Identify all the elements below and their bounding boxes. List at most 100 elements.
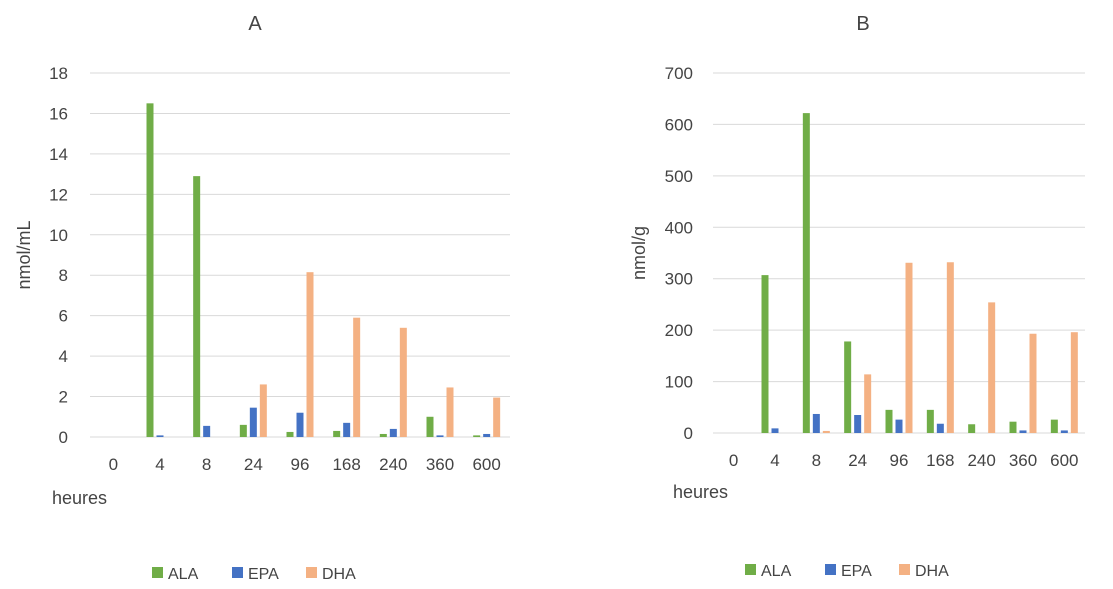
y-tick-label: 6 (59, 307, 68, 326)
legend-label-dha: DHA (322, 566, 356, 583)
x-tick-label: 0 (729, 451, 738, 470)
bar-ala-24 (239, 424, 247, 437)
x-tick-label: 600 (1050, 451, 1078, 470)
x-tick-label: 96 (890, 451, 909, 470)
legend-label-epa: EPA (248, 566, 279, 583)
legend-label-epa: EPA (841, 563, 872, 580)
x-tick-label: 360 (426, 455, 454, 474)
bar-dha-360 (446, 387, 454, 437)
x-tick-label: 240 (967, 451, 995, 470)
bar-epa-8 (203, 425, 211, 437)
x-tick-label: 0 (109, 455, 118, 474)
y-tick-label: 600 (665, 115, 693, 134)
bar-ala-4 (761, 275, 769, 433)
y-tick-label: 200 (665, 321, 693, 340)
y-tick-label: 0 (684, 424, 693, 443)
legend-swatch-ala (152, 567, 163, 578)
bar-epa-4 (771, 428, 779, 433)
bar-ala-600 (1050, 419, 1058, 433)
bar-ala-360 (1009, 421, 1017, 433)
bar-epa-168 (936, 423, 944, 433)
bar-epa-240 (389, 428, 397, 437)
bar-dha-360 (1029, 333, 1037, 433)
bar-dha-600 (1070, 332, 1078, 433)
bar-ala-168 (926, 409, 934, 433)
bar-dha-24 (864, 374, 872, 433)
bar-ala-96 (885, 409, 893, 433)
y-tick-label: 400 (665, 218, 693, 237)
bar-ala-240 (968, 424, 976, 433)
y-tick-label: 100 (665, 373, 693, 392)
bar-dha-240 (399, 327, 407, 437)
bar-epa-8 (812, 413, 820, 433)
bar-epa-96 (296, 412, 304, 437)
x-tick-label: 24 (244, 455, 263, 474)
legend-swatch-epa (825, 564, 836, 575)
legend-swatch-dha (899, 564, 910, 575)
x-tick-label: 168 (332, 455, 360, 474)
bar-epa-4 (156, 435, 164, 437)
bar-dha-96 (306, 272, 314, 437)
bar-epa-600 (1060, 430, 1068, 433)
bar-ala-96 (286, 431, 294, 437)
x-axis-label: heures (673, 482, 728, 502)
x-tick-label: 24 (848, 451, 867, 470)
bar-ala-24 (844, 341, 852, 433)
y-axis-label: nmol/mL (14, 220, 34, 289)
x-tick-label: 168 (926, 451, 954, 470)
chart-B: B 0 100 200 300 400 500 600 700 nmol/g 0 4 8 24 96 168 2… (629, 13, 1085, 580)
y-tick-label: 4 (59, 347, 68, 366)
y-tick-label: 0 (59, 428, 68, 447)
bar-dha-600 (493, 397, 501, 437)
legend-swatch-ala (745, 564, 756, 575)
x-tick-label: 96 (291, 455, 310, 474)
y-tick-label: 500 (665, 167, 693, 186)
y-tick-label: 300 (665, 270, 693, 289)
bar-ala-4 (146, 103, 154, 437)
bar-epa-96 (895, 419, 903, 433)
y-tick-label: 12 (49, 185, 68, 204)
legend-label-ala: ALA (168, 566, 199, 583)
bar-epa-600 (483, 433, 491, 437)
bar-ala-8 (193, 176, 201, 437)
bar-ala-360 (426, 416, 434, 437)
y-tick-label: 16 (49, 104, 68, 123)
bar-epa-360 (1019, 430, 1027, 433)
chart-title: B (856, 13, 869, 35)
bar-dha-24 (259, 384, 267, 437)
bar-dha-240 (988, 302, 996, 433)
y-tick-label: 14 (49, 145, 68, 164)
x-tick-label: 240 (379, 455, 407, 474)
bar-epa-24 (854, 415, 862, 433)
bar-ala-600 (473, 435, 481, 437)
y-axis-label: nmol/g (629, 226, 649, 280)
bar-dha-96 (905, 262, 913, 433)
bar-dha-8 (822, 430, 830, 433)
bar-ala-168 (333, 430, 341, 437)
bar-epa-360 (436, 435, 444, 437)
x-axis-label: heures (52, 488, 107, 508)
bar-ala-240 (379, 433, 387, 437)
y-tick-label: 700 (665, 64, 693, 83)
bar-epa-24 (249, 407, 257, 437)
legend-label-ala: ALA (761, 563, 792, 580)
y-tick-label: 10 (49, 226, 68, 245)
x-tick-label: 8 (812, 451, 821, 470)
y-tick-label: 8 (59, 266, 68, 285)
x-tick-label: 8 (202, 455, 211, 474)
y-tick-label: 18 (49, 64, 68, 83)
legend-swatch-dha (306, 567, 317, 578)
bar-ala-8 (802, 113, 810, 433)
bar-dha-168 (353, 317, 361, 437)
y-tick-label: 2 (59, 388, 68, 407)
x-tick-label: 4 (770, 451, 779, 470)
x-tick-label: 600 (472, 455, 500, 474)
legend-swatch-epa (232, 567, 243, 578)
bar-epa-168 (343, 422, 351, 437)
legend-label-dha: DHA (915, 563, 949, 580)
chart-title: A (248, 13, 262, 35)
bar-dha-168 (946, 262, 954, 433)
